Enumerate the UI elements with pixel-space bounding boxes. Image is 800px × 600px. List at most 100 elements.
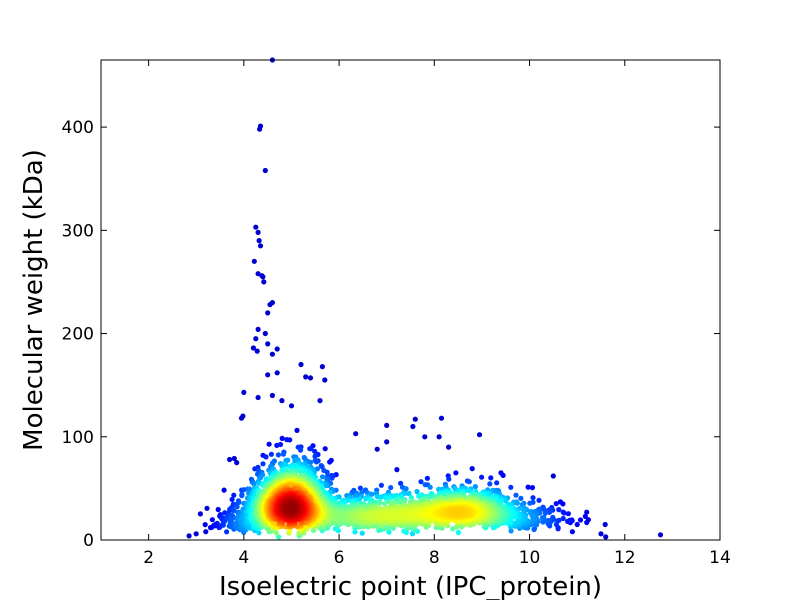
data-point xyxy=(410,423,416,430)
data-point xyxy=(209,517,215,523)
data-point xyxy=(228,518,234,525)
data-point xyxy=(234,504,240,510)
data-point xyxy=(269,351,275,357)
data-point xyxy=(503,498,509,504)
data-point xyxy=(221,487,227,493)
data-point xyxy=(565,518,571,525)
data-point xyxy=(327,459,333,465)
data-point xyxy=(253,224,259,230)
x-tick-label: 6 xyxy=(334,548,345,568)
data-point xyxy=(312,453,318,459)
data-point xyxy=(215,506,221,513)
data-point xyxy=(268,451,274,457)
data-point xyxy=(342,499,348,506)
data-point xyxy=(359,530,365,536)
data-point xyxy=(428,494,434,500)
data-point xyxy=(288,403,295,409)
data-point xyxy=(542,510,549,516)
data-point xyxy=(287,437,293,443)
data-point xyxy=(529,485,536,491)
data-point xyxy=(446,476,452,482)
data-point xyxy=(378,494,384,500)
data-point xyxy=(255,394,261,401)
data-point xyxy=(234,521,240,527)
data-point xyxy=(275,452,281,458)
data-point xyxy=(257,243,264,249)
data-point xyxy=(277,441,284,448)
data-point xyxy=(518,495,524,501)
data-point xyxy=(424,475,430,481)
data-point xyxy=(363,496,369,502)
x-tick-label: 8 xyxy=(429,548,440,568)
plot-frame xyxy=(100,59,721,541)
data-point xyxy=(479,474,485,480)
data-point xyxy=(313,459,319,465)
data-point xyxy=(227,456,233,463)
data-point xyxy=(584,509,590,515)
data-point xyxy=(274,346,280,352)
data-point xyxy=(323,483,329,489)
data-point xyxy=(422,434,428,440)
data-point xyxy=(257,126,263,132)
data-point xyxy=(322,446,328,452)
data-points xyxy=(186,57,664,540)
data-point xyxy=(319,364,325,370)
data-point xyxy=(253,336,259,342)
data-point xyxy=(241,389,247,395)
data-point xyxy=(329,475,335,481)
y-tick-label: 0 xyxy=(83,531,94,551)
data-point xyxy=(266,441,272,447)
data-point xyxy=(236,499,242,505)
data-point xyxy=(598,531,604,537)
data-point xyxy=(246,490,252,496)
data-point xyxy=(378,482,384,488)
data-point xyxy=(513,492,519,498)
data-point xyxy=(353,431,359,437)
data-point xyxy=(369,491,375,497)
data-point xyxy=(274,370,280,376)
x-axis-title: Isoelectric point (IPC_protein) xyxy=(219,572,602,600)
data-point xyxy=(262,330,268,337)
data-point xyxy=(582,513,588,520)
data-point xyxy=(488,475,494,481)
data-point xyxy=(224,529,230,535)
data-point xyxy=(454,509,461,515)
data-point xyxy=(550,473,556,479)
data-point xyxy=(250,345,256,351)
data-point xyxy=(287,505,293,511)
data-point xyxy=(286,528,293,534)
data-point xyxy=(466,479,472,485)
data-point xyxy=(531,526,538,532)
data-point xyxy=(317,398,323,404)
data-point xyxy=(265,526,271,532)
data-point xyxy=(401,528,407,534)
data-point xyxy=(574,521,580,528)
data-point xyxy=(238,415,245,421)
data-point xyxy=(321,467,327,473)
data-point xyxy=(508,484,514,490)
data-point xyxy=(657,532,664,538)
data-point xyxy=(231,455,237,462)
y-tick-label: 400 xyxy=(62,118,94,138)
data-point xyxy=(418,479,424,485)
data-point xyxy=(584,519,590,526)
data-point xyxy=(229,496,235,503)
data-point xyxy=(307,446,313,452)
data-point xyxy=(577,517,584,523)
data-point xyxy=(294,427,300,433)
data-point xyxy=(394,467,400,473)
data-point xyxy=(197,511,203,517)
data-point xyxy=(352,493,358,499)
data-point xyxy=(487,481,493,487)
data-point xyxy=(261,279,267,285)
data-point xyxy=(298,447,304,453)
data-point xyxy=(529,513,535,519)
data-point xyxy=(476,432,483,438)
data-point xyxy=(260,274,266,280)
data-point xyxy=(555,518,561,524)
data-point xyxy=(602,521,608,528)
data-point xyxy=(539,515,546,521)
data-point xyxy=(384,439,390,445)
data-point xyxy=(239,493,245,499)
